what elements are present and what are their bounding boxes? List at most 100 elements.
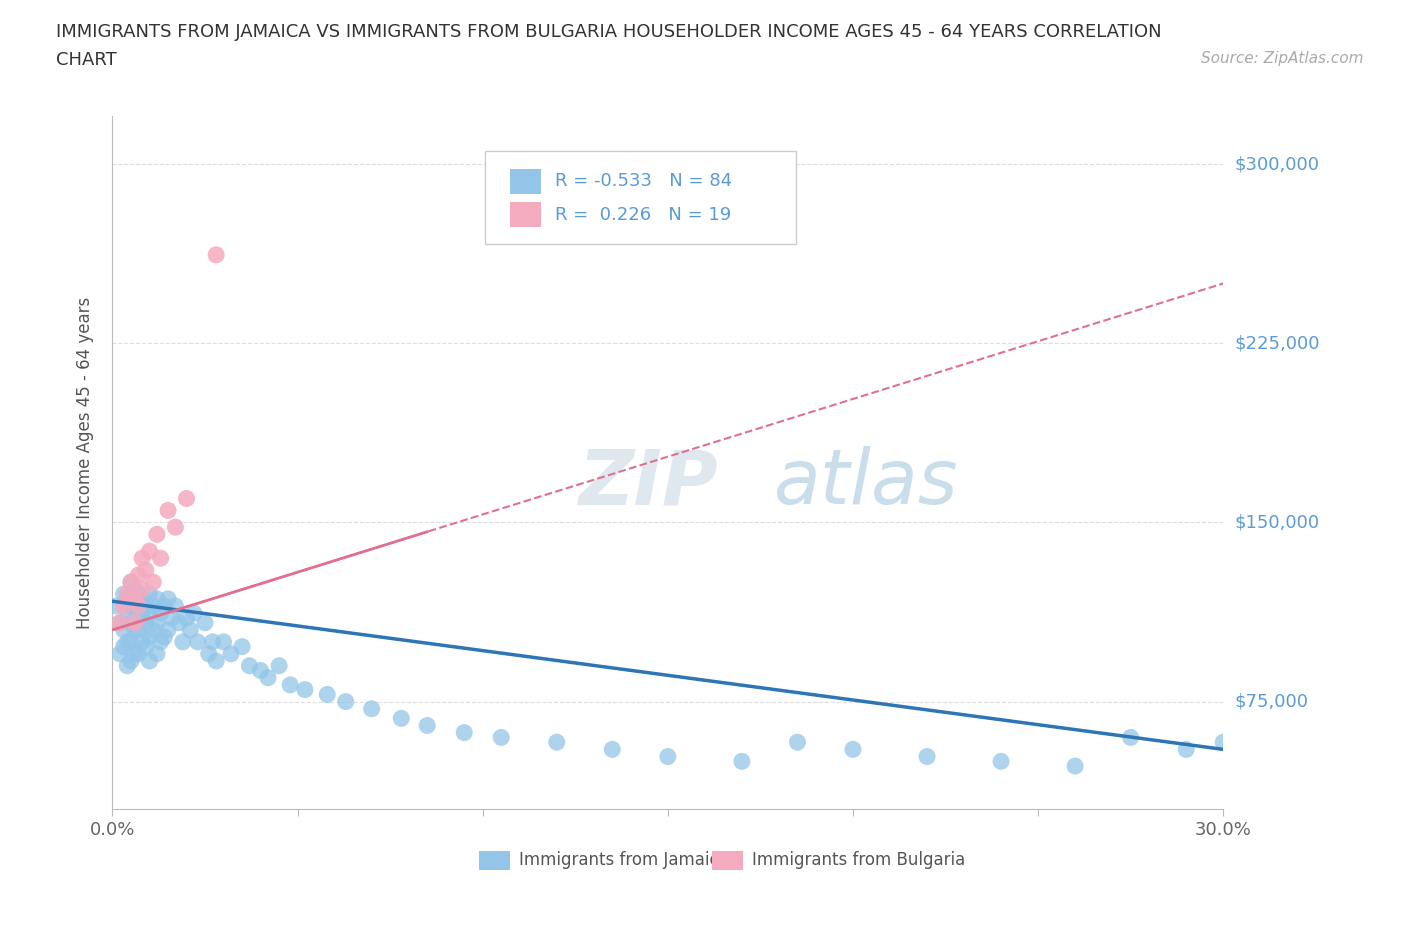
Point <box>990 754 1012 769</box>
Point <box>138 587 160 602</box>
Point <box>138 630 160 644</box>
Point <box>112 622 135 637</box>
Text: CHART: CHART <box>56 51 117 69</box>
Text: $300,000: $300,000 <box>1234 155 1319 173</box>
Point <box>157 591 180 606</box>
Point <box>212 634 235 649</box>
Point <box>131 634 153 649</box>
Point <box>731 754 754 769</box>
Point <box>135 563 157 578</box>
Point <box>108 616 131 631</box>
Point <box>146 646 169 661</box>
Point <box>138 605 160 620</box>
Point <box>786 735 808 750</box>
Point <box>602 742 624 757</box>
Point <box>127 622 149 637</box>
FancyBboxPatch shape <box>713 851 744 870</box>
Point <box>165 599 187 614</box>
Point <box>491 730 513 745</box>
Text: Immigrants from Jamaica: Immigrants from Jamaica <box>519 851 728 870</box>
Point <box>131 582 153 597</box>
Point <box>120 634 142 649</box>
Point <box>112 639 135 654</box>
Text: Source: ZipAtlas.com: Source: ZipAtlas.com <box>1201 51 1364 66</box>
Point <box>231 639 253 654</box>
Point <box>131 591 153 606</box>
Y-axis label: Householder Income Ages 45 - 64 years: Householder Income Ages 45 - 64 years <box>76 297 94 629</box>
FancyBboxPatch shape <box>479 851 510 870</box>
Point <box>842 742 865 757</box>
Point <box>149 605 172 620</box>
Point <box>267 658 291 673</box>
Point <box>167 616 190 631</box>
Point <box>124 591 146 606</box>
Point <box>142 622 165 637</box>
Point <box>1212 735 1234 750</box>
FancyBboxPatch shape <box>485 151 796 245</box>
Point <box>160 610 183 625</box>
Point <box>176 491 198 506</box>
Point <box>157 622 180 637</box>
Text: $150,000: $150,000 <box>1234 513 1319 531</box>
Point <box>205 247 228 262</box>
Point <box>120 575 142 590</box>
Point <box>108 646 131 661</box>
Point <box>146 616 169 631</box>
Point <box>117 587 139 602</box>
Point <box>108 616 131 631</box>
Point <box>335 694 357 709</box>
Point <box>194 616 217 631</box>
Point <box>135 599 157 614</box>
Point <box>179 622 201 637</box>
Point <box>124 582 146 597</box>
Text: $75,000: $75,000 <box>1234 693 1309 711</box>
Point <box>153 630 176 644</box>
Point <box>657 749 679 764</box>
Point <box>138 654 160 669</box>
Point <box>187 634 209 649</box>
Point <box>124 616 146 631</box>
Point <box>135 616 157 631</box>
Point <box>142 575 165 590</box>
Text: $225,000: $225,000 <box>1234 334 1320 352</box>
Point <box>278 677 301 692</box>
Point <box>149 551 172 565</box>
Point <box>294 683 316 698</box>
Point <box>257 671 280 685</box>
Point <box>127 587 149 602</box>
Point <box>416 718 439 733</box>
FancyBboxPatch shape <box>510 169 541 193</box>
Point <box>127 599 149 614</box>
Point <box>127 646 149 661</box>
Point <box>138 544 160 559</box>
Point <box>117 658 139 673</box>
Point <box>201 634 224 649</box>
Point <box>146 527 169 542</box>
Text: IMMIGRANTS FROM JAMAICA VS IMMIGRANTS FROM BULGARIA HOUSEHOLDER INCOME AGES 45 -: IMMIGRANTS FROM JAMAICA VS IMMIGRANTS FR… <box>56 23 1161 41</box>
Point <box>120 654 142 669</box>
Text: R =  0.226   N = 19: R = 0.226 N = 19 <box>554 206 731 223</box>
Text: atlas: atlas <box>773 446 957 521</box>
Point <box>124 599 146 614</box>
Text: Immigrants from Bulgaria: Immigrants from Bulgaria <box>752 851 966 870</box>
Point <box>131 551 153 565</box>
Point <box>142 599 165 614</box>
Point <box>149 634 172 649</box>
Point <box>183 605 205 620</box>
Point <box>205 654 228 669</box>
Point <box>124 646 146 661</box>
Point <box>219 646 242 661</box>
Point <box>176 610 198 625</box>
Point <box>127 567 149 582</box>
Point <box>1064 759 1087 774</box>
Point <box>1119 730 1142 745</box>
Point <box>316 687 339 702</box>
Point <box>1175 742 1198 757</box>
Point <box>117 610 139 625</box>
Point <box>249 663 271 678</box>
Point <box>117 634 139 649</box>
Point <box>105 599 128 614</box>
Point <box>112 587 135 602</box>
FancyBboxPatch shape <box>510 202 541 227</box>
Point <box>117 591 139 606</box>
